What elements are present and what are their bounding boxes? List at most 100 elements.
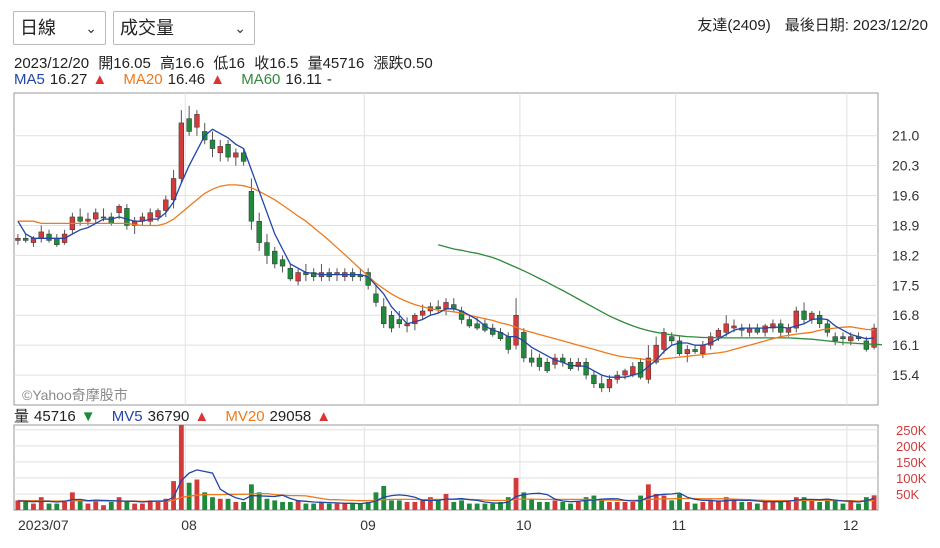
price-tick-label: 18.2 [892, 247, 919, 263]
quote-low: 低16 [213, 55, 246, 72]
volume-bar [365, 501, 371, 510]
price-tick-label: 19.6 [892, 188, 919, 204]
volume-bar [334, 503, 340, 510]
price-tick-label: 20.3 [892, 158, 919, 174]
period-select[interactable]: 日線 ⌄ [13, 11, 106, 45]
candle [521, 328, 527, 363]
candle [225, 140, 231, 162]
volume-bar [731, 500, 737, 510]
volume-bar [155, 501, 161, 510]
volume-bar [801, 497, 807, 510]
volume-bar [669, 500, 675, 510]
candle [770, 319, 776, 333]
volume-bar [770, 500, 776, 510]
x-tick-label: 11 [672, 517, 687, 533]
candle [279, 255, 286, 273]
volume-bar [871, 495, 877, 510]
x-tick-label: 12 [843, 517, 859, 533]
candle [209, 131, 216, 158]
volume-bar [747, 501, 752, 510]
candle [178, 110, 185, 183]
volume-bar [739, 501, 745, 510]
volume-bar [420, 500, 426, 510]
indicator-select-value: 成交量 [120, 18, 174, 38]
mv20-label: MV20 [225, 408, 265, 425]
volume-bar [396, 500, 402, 510]
watermark-text: ©Yahoo奇摩股市 [22, 387, 128, 403]
candle [801, 302, 807, 324]
volume-bar [311, 503, 317, 510]
vol-down-arrow-icon: ▼ [80, 408, 96, 425]
price-tick-label: 15.4 [892, 367, 919, 383]
volume-bar [793, 497, 799, 510]
candle-body [225, 144, 231, 158]
candle [676, 336, 683, 356]
volume-bar [264, 498, 270, 510]
volume-bar [54, 503, 60, 510]
volume-bar [451, 501, 457, 510]
candle-body [583, 362, 589, 376]
volume-bar [568, 503, 573, 510]
candle [435, 300, 441, 314]
volume-bar [700, 501, 706, 510]
volume-bar [46, 503, 52, 510]
last-date-label: 最後日期: [784, 17, 849, 34]
volume-bar [591, 495, 597, 510]
volume-bar [630, 501, 636, 510]
candle-body [15, 238, 21, 241]
candle-body [653, 344, 659, 363]
candle [264, 234, 270, 264]
candle-body [622, 370, 628, 376]
ma5-up-arrow-icon: ▲ [92, 71, 108, 88]
volume-bar [178, 425, 184, 510]
volume-bar [692, 503, 698, 510]
volume-bar [248, 484, 254, 510]
mv5-up-arrow-icon: ▲ [194, 408, 210, 425]
volume-bar [513, 477, 519, 510]
volume-bar [809, 500, 815, 510]
candle [575, 357, 581, 371]
quote-close: 收16.5 [254, 55, 299, 72]
volume-bar [661, 495, 667, 510]
candle-body [85, 218, 91, 222]
ma20-up-arrow-icon: ▲ [210, 71, 226, 88]
candle [606, 375, 613, 393]
ma60-value: 16.11 [285, 71, 322, 88]
candle [707, 332, 714, 350]
volume-bar [225, 498, 231, 510]
volume-bar [723, 497, 729, 510]
candle-body [521, 332, 527, 359]
candle-body [762, 325, 768, 333]
candle-body [233, 152, 239, 158]
candle-body [54, 238, 60, 245]
volume-bar [614, 501, 620, 510]
ma20-value: 16.46 [167, 71, 206, 88]
volume-bar [638, 495, 644, 510]
price-tick-label: 16.8 [892, 307, 919, 323]
volume-bar [342, 503, 348, 510]
indicator-select[interactable]: 成交量 ⌄ [113, 11, 255, 45]
candle [723, 315, 729, 337]
volume-bar [256, 492, 262, 510]
volume-bar [62, 501, 68, 510]
candle-body [848, 336, 854, 342]
candle [124, 204, 130, 230]
candle-body [170, 178, 177, 201]
candle [23, 234, 29, 243]
candle-body [505, 336, 511, 350]
last-date-value: 2023/12/20 [852, 17, 928, 34]
volume-bar [482, 503, 488, 510]
volume-bar [716, 500, 721, 510]
candle-body [38, 231, 44, 239]
candle [147, 208, 153, 226]
candle [536, 353, 543, 371]
volume-bar [124, 501, 130, 510]
candle-body [116, 206, 122, 213]
candle [661, 328, 667, 354]
volume-bar [762, 501, 768, 510]
candle-body [295, 272, 301, 282]
volume-bar [544, 501, 550, 510]
candle-body [637, 362, 644, 378]
vol-label: 量 [14, 408, 30, 425]
